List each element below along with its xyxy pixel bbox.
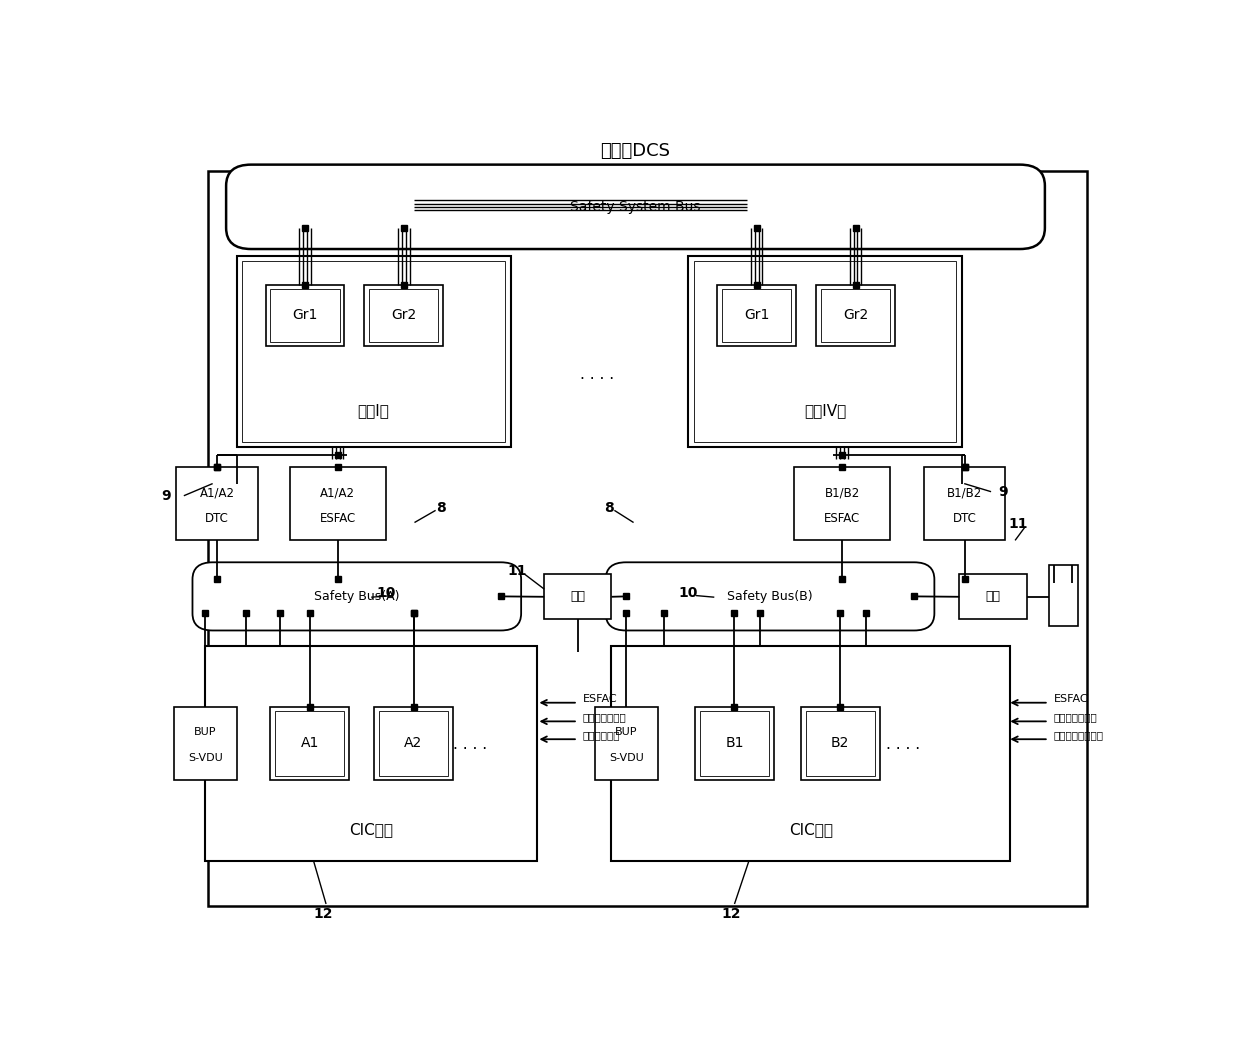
Text: BUP: BUP bbox=[615, 727, 637, 738]
FancyBboxPatch shape bbox=[794, 467, 890, 541]
FancyBboxPatch shape bbox=[290, 467, 386, 541]
Text: 安全级DCS: 安全级DCS bbox=[600, 142, 671, 160]
Text: S-VDU: S-VDU bbox=[188, 753, 223, 763]
Text: B2: B2 bbox=[831, 737, 849, 750]
Text: BUP: BUP bbox=[195, 727, 217, 738]
Text: Gr2: Gr2 bbox=[843, 308, 868, 323]
Text: Safety Bus(A): Safety Bus(A) bbox=[314, 590, 399, 603]
Text: 8: 8 bbox=[604, 501, 614, 515]
FancyBboxPatch shape bbox=[717, 285, 796, 346]
Text: . . . .: . . . . bbox=[885, 738, 920, 753]
Text: DTC: DTC bbox=[952, 512, 977, 525]
FancyBboxPatch shape bbox=[605, 562, 935, 630]
Text: A2: A2 bbox=[404, 737, 423, 750]
Text: Gr1: Gr1 bbox=[744, 308, 769, 323]
FancyBboxPatch shape bbox=[205, 646, 537, 861]
Text: Gr2: Gr2 bbox=[392, 308, 417, 323]
Text: B1/B2: B1/B2 bbox=[825, 486, 859, 500]
Text: S-VDU: S-VDU bbox=[609, 753, 644, 763]
Text: A1: A1 bbox=[300, 737, 319, 750]
FancyBboxPatch shape bbox=[270, 707, 350, 780]
Text: 严重事故系统: 严重事故系统 bbox=[583, 730, 620, 740]
Text: 严重事故监控系统: 严重事故监控系统 bbox=[1054, 730, 1104, 740]
FancyBboxPatch shape bbox=[595, 707, 657, 780]
Text: A1/A2: A1/A2 bbox=[320, 486, 355, 500]
FancyBboxPatch shape bbox=[544, 574, 611, 619]
Text: ESFAC: ESFAC bbox=[583, 694, 618, 704]
Text: 多样化驱动系统: 多样化驱动系统 bbox=[583, 713, 626, 722]
Text: CIC机柜: CIC机柜 bbox=[348, 822, 393, 838]
Text: 8: 8 bbox=[436, 501, 446, 515]
Text: CIC机柜: CIC机柜 bbox=[789, 822, 833, 838]
FancyBboxPatch shape bbox=[816, 285, 895, 346]
Text: A1/A2: A1/A2 bbox=[200, 486, 234, 500]
Text: 保护I组: 保护I组 bbox=[357, 403, 389, 418]
Text: ESFAC: ESFAC bbox=[825, 512, 861, 525]
Text: 网关: 网关 bbox=[986, 590, 1001, 603]
Text: 网关: 网关 bbox=[570, 590, 585, 603]
Text: . . . .: . . . . bbox=[453, 738, 487, 753]
Text: B1/B2: B1/B2 bbox=[947, 486, 982, 500]
Text: 11: 11 bbox=[507, 564, 527, 579]
Text: Safety System Bus: Safety System Bus bbox=[570, 200, 701, 214]
Text: ESFAC: ESFAC bbox=[320, 512, 356, 525]
FancyBboxPatch shape bbox=[237, 256, 511, 447]
FancyBboxPatch shape bbox=[688, 256, 962, 447]
Text: 10: 10 bbox=[678, 586, 698, 600]
FancyBboxPatch shape bbox=[265, 285, 345, 346]
FancyBboxPatch shape bbox=[174, 707, 237, 780]
Text: . . . .: . . . . bbox=[580, 367, 614, 382]
FancyBboxPatch shape bbox=[696, 707, 774, 780]
Text: 11: 11 bbox=[1008, 518, 1028, 531]
Text: Gr1: Gr1 bbox=[293, 308, 317, 323]
Text: 12: 12 bbox=[314, 906, 332, 921]
FancyBboxPatch shape bbox=[960, 574, 1027, 619]
FancyBboxPatch shape bbox=[801, 707, 879, 780]
FancyBboxPatch shape bbox=[365, 285, 444, 346]
Text: 多样化驱动系统: 多样化驱动系统 bbox=[1054, 713, 1097, 722]
FancyBboxPatch shape bbox=[176, 467, 258, 541]
FancyBboxPatch shape bbox=[374, 707, 453, 780]
Text: 9: 9 bbox=[161, 489, 171, 503]
FancyBboxPatch shape bbox=[192, 562, 521, 630]
Text: DTC: DTC bbox=[205, 512, 229, 525]
Text: Safety Bus(B): Safety Bus(B) bbox=[727, 590, 813, 603]
Text: 12: 12 bbox=[722, 906, 742, 921]
Text: 保护IV组: 保护IV组 bbox=[805, 403, 847, 418]
FancyBboxPatch shape bbox=[611, 646, 1011, 861]
Text: ESFAC: ESFAC bbox=[1054, 694, 1089, 704]
Text: 10: 10 bbox=[376, 586, 396, 600]
FancyBboxPatch shape bbox=[226, 164, 1045, 249]
FancyBboxPatch shape bbox=[1049, 565, 1078, 626]
Text: 9: 9 bbox=[998, 485, 1007, 499]
Text: B1: B1 bbox=[725, 737, 744, 750]
FancyBboxPatch shape bbox=[924, 467, 1006, 541]
